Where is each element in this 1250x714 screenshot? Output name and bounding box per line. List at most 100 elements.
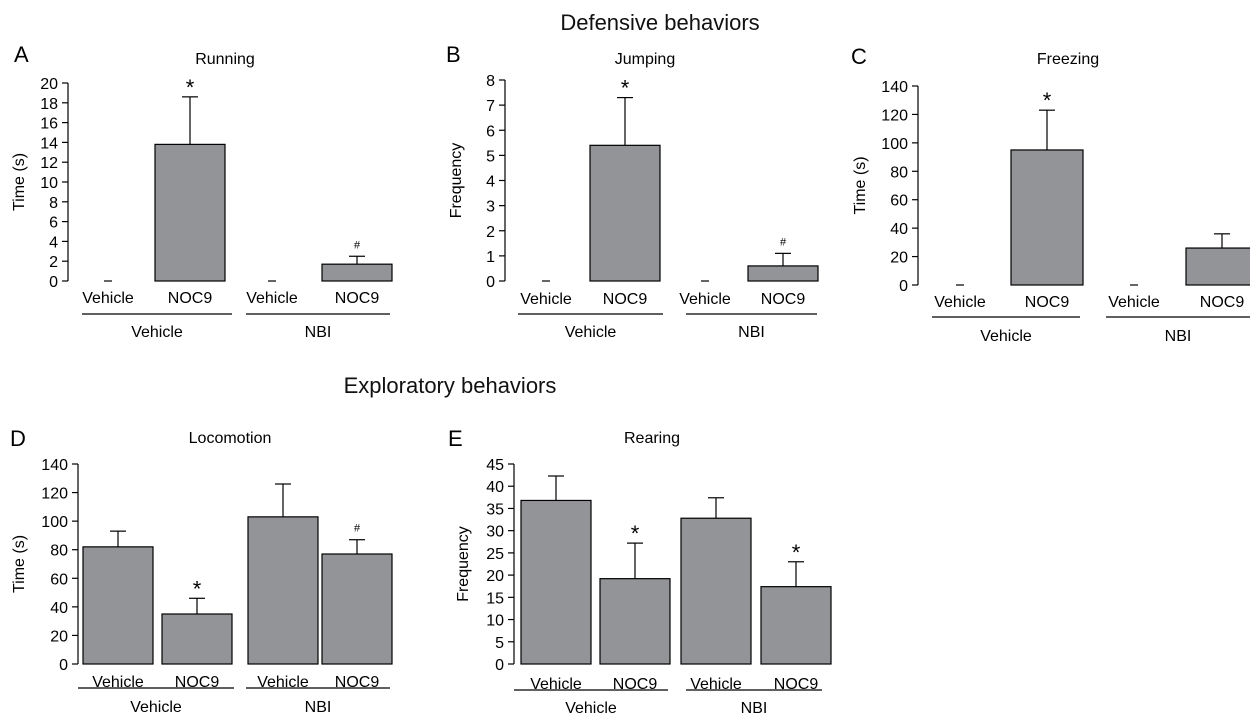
panel-a-ytick-label: 20 [40,76,58,93]
panel-a-ytick-label: 2 [49,254,58,271]
panel-b-bar-4 [747,265,819,282]
panel-d-xtick-label-2: NOC9 [175,674,220,691]
panel-d-group-label-2: NBI [305,699,332,714]
panel-b-ytick-label: 4 [486,174,495,191]
panel-c-ytick-label: 100 [881,136,908,153]
panel-d-ytick-label: 60 [50,571,68,588]
panel-d-ytick-label: 140 [41,457,68,474]
panel-e-ytick-label: 10 [486,613,504,630]
panel-e-y-label: Frequency [455,526,472,602]
panel-d-ytick-label: 80 [50,543,68,560]
panel-b-ytick-label: 0 [486,274,495,291]
panel-a-group-label-1: Vehicle [131,324,183,341]
panel-e-bar-3 [680,517,752,665]
panel-d-bar-2 [161,613,233,665]
panel-d-xtick-label-1: Vehicle [92,674,144,691]
panel-c-significance-2: * [1043,88,1052,113]
panel-a-ytick-label: 6 [49,215,58,232]
panel-e-letter: E [448,426,463,451]
panel-b-xtick-label-3: Vehicle [679,291,731,308]
exploratory-behaviors-heading: Exploratory behaviors [343,373,557,398]
panel-b-title: Jumping [615,51,675,68]
defensive-behaviors-heading: Defensive behaviors [560,10,760,35]
panel-a-ytick-label: 16 [40,116,58,133]
panel-d-bar-4 [321,553,393,665]
panel-c-bar-4 [1185,247,1250,286]
panel-a-xtick-label-1: Vehicle [82,290,134,307]
panel-d-significance-4: # [354,523,361,535]
panel-e-xtick-label-1: Vehicle [530,676,582,693]
panel-e-xtick-label-2: NOC9 [613,676,658,693]
panel-c-group-label-1: Vehicle [980,328,1032,345]
panel-b-ytick-label: 5 [486,148,495,165]
panel-e-bar-1 [520,499,592,665]
panel-c-xtick-label-3: Vehicle [1108,294,1160,311]
panel-d-bar-1 [82,546,154,665]
panel-b-group-label-2: NBI [738,324,765,341]
panel-e-ytick-label: 30 [486,524,504,541]
panel-e-ytick-label: 0 [495,657,504,674]
panel-e-group-label-1: Vehicle [565,700,617,714]
panel-b-ytick-label: 3 [486,199,495,216]
panel-c-title: Freezing [1037,51,1099,68]
panel-c-ytick-label: 20 [890,250,908,267]
panel-b-ytick-label: 7 [486,98,495,115]
panel-b-group-label-1: Vehicle [565,324,617,341]
panel-b-xtick-label-4: NOC9 [761,291,806,308]
panel-e-significance-4: * [792,540,801,565]
panel-e-ytick-label: 35 [486,501,504,518]
panel-c-group-label-2: NBI [1165,328,1192,345]
panel-c-ytick-label: 60 [890,193,908,210]
panel-c-ytick-label: 40 [890,221,908,238]
panel-e-ytick-label: 20 [486,568,504,585]
panel-b-ytick-label: 1 [486,249,495,266]
panel-b-significance-4: # [780,236,787,248]
panel-e-ytick-label: 5 [495,635,504,652]
panel-c-ytick-label: 120 [881,107,908,124]
panel-d-xtick-label-3: Vehicle [257,674,309,691]
panel-b-y-label: Frequency [448,143,465,219]
panel-e-xtick-label-4: NOC9 [774,676,819,693]
panel-d-y-label: Time (s) [11,535,28,593]
panel-c-ytick-label: 140 [881,79,908,96]
panel-a-ytick-label: 8 [49,195,58,212]
panel-d-ytick-label: 20 [50,628,68,645]
panel-d-letter: D [10,426,26,451]
panel-a-ytick-label: 4 [49,234,58,251]
panel-c-letter: C [851,44,867,69]
panel-e-group-label-2: NBI [741,700,768,714]
panel-c-xtick-label-1: Vehicle [934,294,986,311]
panel-d-group-label-1: Vehicle [130,699,182,714]
panel-b-letter: B [446,42,461,67]
panel-e-ytick-label: 45 [486,457,504,474]
panel-a-significance-4: # [354,239,361,251]
panel-a-ytick-label: 12 [40,155,58,172]
panel-d-ytick-label: 100 [41,514,68,531]
panel-c-ytick-label: 0 [899,278,908,295]
panel-b-bar-2 [589,144,661,282]
panel-a-xtick-label-4: NOC9 [335,290,380,307]
panel-d-ytick-label: 0 [59,657,68,674]
panel-e-ytick-label: 40 [486,479,504,496]
panel-a-bar-2 [154,143,226,282]
panel-b-ytick-label: 6 [486,123,495,140]
panel-a-significance-2: * [186,75,195,100]
panel-b-xtick-label-1: Vehicle [520,291,572,308]
panel-c-bar-2 [1010,149,1084,286]
panel-a-y-label: Time (s) [11,153,28,211]
panel-a-title: Running [195,51,255,68]
panel-d-bar-3 [247,516,319,665]
panel-d-title: Locomotion [189,430,272,447]
panel-e-ytick-label: 15 [486,590,504,607]
panel-b-ytick-label: 2 [486,224,495,241]
panel-a-ytick-label: 10 [40,175,58,192]
panel-a-bar-4 [321,263,393,282]
panel-e-bar-4 [760,586,832,665]
panel-c-xtick-label-2: NOC9 [1025,294,1070,311]
panel-e-title: Rearing [624,430,680,447]
panel-e-significance-2: * [631,521,640,546]
panel-d-ytick-label: 120 [41,486,68,503]
panel-d-significance-2: * [193,576,202,601]
panel-e-bar-2 [599,578,671,665]
panel-d-xtick-label-4: NOC9 [335,674,380,691]
